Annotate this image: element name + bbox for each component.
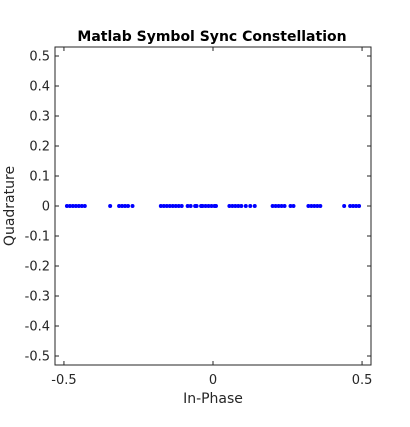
- data-point: [239, 204, 244, 208]
- x-tick-label: -0.5: [51, 373, 76, 388]
- data-point: [351, 204, 356, 208]
- data-point: [227, 204, 232, 208]
- y-tick-label: -0.4: [25, 320, 50, 335]
- data-point: [354, 204, 359, 208]
- y-tick-label: -0.1: [25, 230, 50, 245]
- data-points-group: [64, 204, 362, 208]
- data-point: [170, 204, 175, 208]
- data-point: [291, 204, 296, 208]
- data-point: [209, 204, 214, 208]
- data-point: [348, 204, 353, 208]
- data-point: [206, 204, 211, 208]
- data-point: [315, 204, 320, 208]
- y-tick-label: -0.2: [25, 260, 50, 275]
- data-point: [179, 204, 184, 208]
- y-axis-label: Quadrature: [2, 166, 18, 246]
- data-point: [108, 204, 113, 208]
- data-point: [273, 204, 278, 208]
- data-point: [282, 204, 287, 208]
- y-tick-label: -0.3: [25, 290, 50, 305]
- y-tick-label: 0.3: [29, 110, 50, 125]
- data-point: [318, 204, 323, 208]
- data-point: [233, 204, 238, 208]
- y-tick-label: 0.5: [29, 50, 50, 65]
- y-tick-label: 0.2: [29, 140, 50, 155]
- data-point: [164, 204, 169, 208]
- data-point: [158, 204, 163, 208]
- data-point: [288, 204, 293, 208]
- x-tick-label: 0: [209, 373, 217, 388]
- x-tick-label: 0.5: [352, 373, 373, 388]
- data-point: [82, 204, 87, 208]
- data-point: [252, 204, 257, 208]
- data-point: [76, 204, 81, 208]
- data-point: [194, 204, 199, 208]
- data-point: [126, 204, 131, 208]
- y-tick-label: -0.5: [25, 350, 50, 365]
- data-point: [312, 204, 317, 208]
- ticks-group: -0.5 0 0.5 0.5 0.4 0.3 0.2 0.1 0 -0.1 -0.2 -0.3 -0.4…: [25, 47, 373, 388]
- data-point: [161, 204, 166, 208]
- data-point: [276, 204, 281, 208]
- data-point: [67, 204, 72, 208]
- data-point: [117, 204, 122, 208]
- data-point: [357, 204, 362, 208]
- data-point: [185, 204, 190, 208]
- data-point: [188, 204, 193, 208]
- data-point: [120, 204, 125, 208]
- data-point: [173, 204, 178, 208]
- data-point: [309, 204, 314, 208]
- data-point: [64, 204, 69, 208]
- data-point: [342, 204, 347, 208]
- data-point: [279, 204, 284, 208]
- data-point: [203, 204, 208, 208]
- data-point: [270, 204, 275, 208]
- chart-title: Matlab Symbol Sync Constellation: [77, 29, 346, 45]
- data-point: [130, 204, 135, 208]
- data-point: [70, 204, 75, 208]
- data-point: [79, 204, 84, 208]
- data-point: [167, 204, 172, 208]
- y-tick-label: 0.4: [29, 80, 50, 95]
- data-point: [73, 204, 78, 208]
- data-point: [213, 204, 218, 208]
- data-point: [243, 204, 248, 208]
- x-axis-label: In-Phase: [183, 391, 243, 407]
- data-point: [236, 204, 241, 208]
- data-point: [248, 204, 253, 208]
- data-point: [200, 204, 205, 208]
- data-point: [230, 204, 235, 208]
- data-point: [123, 204, 128, 208]
- data-point: [306, 204, 311, 208]
- y-tick-label: 0.1: [29, 170, 50, 185]
- data-point: [176, 204, 181, 208]
- y-tick-label: 0: [42, 200, 50, 215]
